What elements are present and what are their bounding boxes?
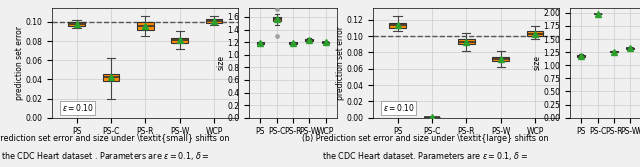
Text: (a) Prediction set error and size under \textit{small} shifts on: (a) Prediction set error and size under …	[0, 134, 229, 143]
PathPatch shape	[305, 39, 313, 41]
PathPatch shape	[424, 117, 440, 118]
Text: the CDC Heart dataset. Parameters are $\varepsilon = 0.1$, $\delta =$: the CDC Heart dataset. Parameters are $\…	[323, 150, 529, 162]
Text: $\varepsilon = 0.10$: $\varepsilon = 0.10$	[383, 102, 415, 113]
PathPatch shape	[627, 48, 634, 49]
PathPatch shape	[172, 38, 188, 43]
PathPatch shape	[322, 42, 330, 43]
PathPatch shape	[492, 56, 509, 61]
Y-axis label: prediction set error: prediction set error	[337, 26, 346, 100]
PathPatch shape	[458, 39, 474, 44]
PathPatch shape	[68, 22, 84, 26]
PathPatch shape	[389, 23, 406, 28]
PathPatch shape	[206, 19, 222, 23]
PathPatch shape	[257, 42, 264, 44]
Text: the CDC Heart dataset . Parameters are $\varepsilon = 0.1$, $\delta =$: the CDC Heart dataset . Parameters are $…	[1, 150, 210, 162]
Y-axis label: prediction set error: prediction set error	[15, 26, 24, 100]
PathPatch shape	[137, 22, 154, 30]
PathPatch shape	[102, 74, 119, 81]
PathPatch shape	[273, 17, 280, 21]
Y-axis label: size: size	[217, 55, 226, 70]
PathPatch shape	[577, 55, 586, 57]
PathPatch shape	[289, 42, 297, 44]
Y-axis label: size: size	[533, 55, 542, 70]
PathPatch shape	[610, 51, 618, 52]
Text: (b) Prediction set error and size under \textit{large} shifts on: (b) Prediction set error and size under …	[302, 134, 549, 143]
Text: $\varepsilon = 0.10$: $\varepsilon = 0.10$	[61, 102, 93, 113]
PathPatch shape	[527, 31, 543, 36]
